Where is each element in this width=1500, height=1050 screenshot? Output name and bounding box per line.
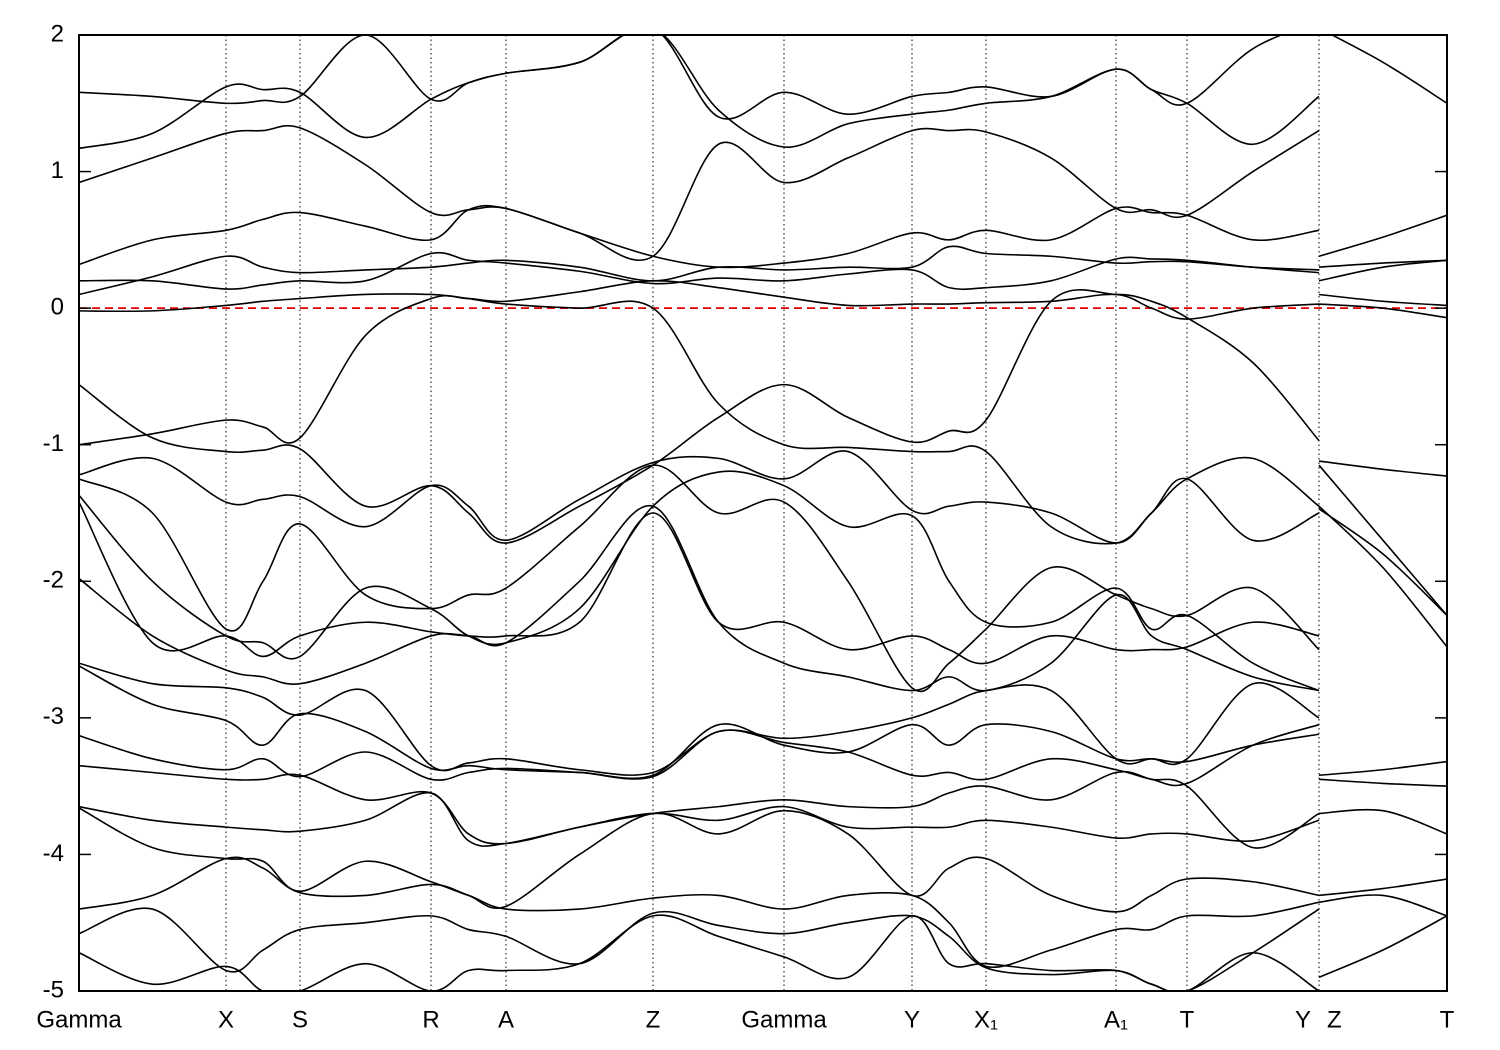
x-tick-label: R xyxy=(422,1006,439,1033)
x-tick-label: S xyxy=(292,1006,308,1033)
band-line xyxy=(79,245,1447,296)
band-line xyxy=(79,124,1447,262)
band-line xyxy=(79,665,1447,787)
x-tick-label: Z xyxy=(1327,1006,1342,1033)
plot-frame xyxy=(78,34,1448,992)
x-tick-label: T xyxy=(1180,1006,1195,1033)
bands-layer xyxy=(79,35,1447,991)
y-tick-label: -2 xyxy=(43,567,64,594)
band-line xyxy=(79,450,1447,648)
x-tick-label: X₁ xyxy=(974,1006,998,1033)
x-tick-label: Z xyxy=(646,1006,661,1033)
x-tick-label: Gamma xyxy=(741,1006,827,1033)
y-tick-label: -5 xyxy=(43,976,64,1003)
y-tick-label: 2 xyxy=(51,20,64,47)
y-tick-label: 1 xyxy=(51,157,64,184)
x-tick-label: Y xyxy=(1295,1006,1311,1033)
band-line xyxy=(79,501,1320,665)
band-line xyxy=(79,914,1320,991)
band-line xyxy=(79,35,1320,150)
band-line xyxy=(79,289,1447,544)
band-line xyxy=(79,856,1320,969)
band-line xyxy=(79,504,1320,692)
x-tick-label: A₁ xyxy=(1104,1006,1128,1033)
band-line xyxy=(79,279,1447,446)
x-tick-label: T xyxy=(1440,1006,1455,1033)
x-tick-label: X xyxy=(218,1006,234,1033)
y-tick-label: -4 xyxy=(43,840,64,867)
x-tick-label: Y xyxy=(904,1006,920,1033)
band-line xyxy=(79,251,1447,307)
y-tick-label: 0 xyxy=(51,293,64,320)
x-tick-label: Gamma xyxy=(36,1006,122,1033)
band-line xyxy=(79,791,1447,917)
band-line xyxy=(79,470,1320,692)
band-line xyxy=(79,764,1447,897)
x-tick-label: A xyxy=(498,1006,514,1033)
y-tick-label: -1 xyxy=(43,430,64,457)
y-tick-label: -3 xyxy=(43,703,64,730)
